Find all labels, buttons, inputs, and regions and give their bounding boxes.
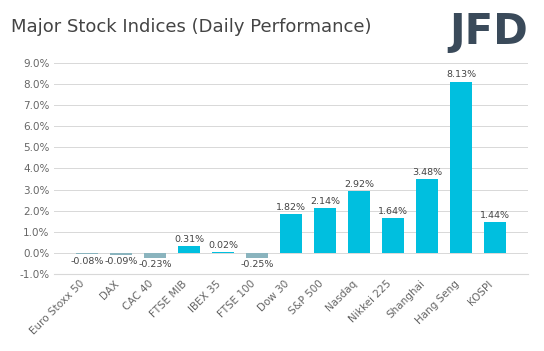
Bar — [212, 252, 234, 253]
Text: 0.02%: 0.02% — [208, 241, 238, 250]
Bar — [110, 253, 132, 254]
Text: 8.13%: 8.13% — [446, 71, 476, 79]
Text: -0.23%: -0.23% — [138, 260, 172, 269]
Text: 1.44%: 1.44% — [480, 211, 510, 220]
Bar — [314, 208, 336, 253]
Text: 2.14%: 2.14% — [310, 197, 340, 206]
Text: Major Stock Indices (Daily Performance): Major Stock Indices (Daily Performance) — [11, 18, 372, 35]
Text: -0.25%: -0.25% — [240, 260, 274, 269]
Bar — [416, 179, 438, 253]
Bar — [280, 214, 302, 253]
Bar — [348, 191, 370, 253]
Text: JFD: JFD — [449, 11, 528, 53]
Text: 1.82%: 1.82% — [276, 203, 306, 212]
Bar — [450, 81, 472, 253]
Text: -0.09%: -0.09% — [104, 257, 138, 266]
Bar — [144, 253, 166, 258]
Text: 1.64%: 1.64% — [378, 207, 408, 216]
Text: -0.08%: -0.08% — [70, 257, 104, 265]
Bar — [382, 218, 404, 253]
Bar — [246, 253, 268, 258]
Text: 2.92%: 2.92% — [344, 180, 374, 189]
Bar — [178, 246, 200, 253]
Text: 3.48%: 3.48% — [412, 168, 442, 177]
Bar — [76, 253, 98, 254]
Text: 0.31%: 0.31% — [174, 235, 204, 244]
Bar — [484, 223, 506, 253]
